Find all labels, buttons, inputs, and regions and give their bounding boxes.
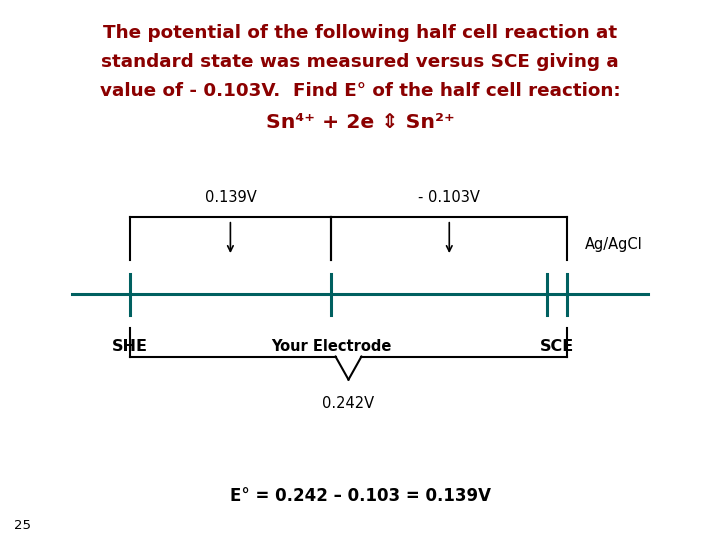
- Text: 0.139V: 0.139V: [204, 190, 256, 205]
- Text: E° = 0.242 – 0.103 = 0.139V: E° = 0.242 – 0.103 = 0.139V: [230, 487, 490, 505]
- Text: - 0.103V: - 0.103V: [418, 190, 480, 205]
- Text: 25: 25: [14, 519, 32, 532]
- Text: value of - 0.103V.  Find E° of the half cell reaction:: value of - 0.103V. Find E° of the half c…: [99, 82, 621, 100]
- Text: 0.242V: 0.242V: [323, 396, 374, 411]
- Text: Your Electrode: Your Electrode: [271, 339, 392, 354]
- Text: SHE: SHE: [112, 339, 148, 354]
- Text: Ag/AgCl: Ag/AgCl: [585, 237, 643, 252]
- Text: The potential of the following half cell reaction at: The potential of the following half cell…: [103, 24, 617, 43]
- Text: SCE: SCE: [540, 339, 575, 354]
- Text: standard state was measured versus SCE giving a: standard state was measured versus SCE g…: [101, 53, 619, 71]
- Text: Sn⁴⁺ + 2e ⇕ Sn²⁺: Sn⁴⁺ + 2e ⇕ Sn²⁺: [266, 113, 454, 132]
